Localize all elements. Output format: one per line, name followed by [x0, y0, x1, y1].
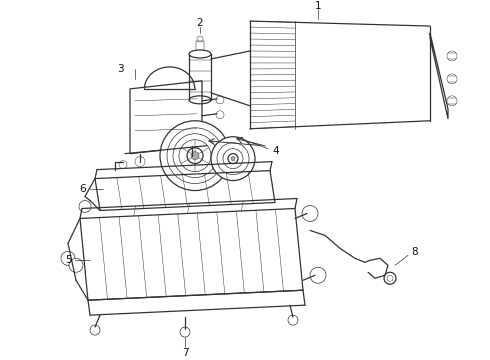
Circle shape	[135, 157, 145, 167]
Text: 6: 6	[80, 184, 86, 194]
Circle shape	[160, 121, 230, 190]
Text: 3: 3	[117, 64, 123, 74]
Circle shape	[231, 157, 235, 161]
Circle shape	[191, 152, 199, 159]
Circle shape	[187, 148, 203, 164]
Circle shape	[90, 325, 100, 335]
Circle shape	[217, 143, 249, 175]
Circle shape	[288, 315, 298, 325]
Circle shape	[302, 206, 318, 221]
Text: 8: 8	[412, 247, 418, 257]
Circle shape	[173, 134, 217, 177]
Ellipse shape	[189, 96, 211, 104]
Text: 4: 4	[273, 146, 279, 156]
Circle shape	[69, 258, 83, 272]
Circle shape	[223, 149, 243, 168]
Circle shape	[167, 128, 223, 184]
Circle shape	[216, 111, 224, 119]
Circle shape	[228, 154, 238, 164]
Circle shape	[79, 201, 91, 212]
Circle shape	[447, 74, 457, 84]
Text: 7: 7	[182, 348, 188, 358]
Circle shape	[310, 267, 326, 283]
Circle shape	[384, 272, 396, 284]
Circle shape	[387, 275, 393, 281]
Circle shape	[216, 96, 224, 104]
Text: 5: 5	[65, 255, 72, 265]
Circle shape	[119, 161, 127, 168]
Circle shape	[211, 137, 255, 181]
Circle shape	[61, 251, 75, 265]
Text: 1: 1	[315, 1, 321, 11]
Text: 2: 2	[196, 18, 203, 28]
Circle shape	[197, 36, 203, 42]
Circle shape	[187, 151, 197, 161]
Circle shape	[180, 327, 190, 337]
Circle shape	[179, 140, 211, 172]
Ellipse shape	[189, 50, 211, 58]
Circle shape	[447, 51, 457, 61]
Circle shape	[447, 96, 457, 106]
